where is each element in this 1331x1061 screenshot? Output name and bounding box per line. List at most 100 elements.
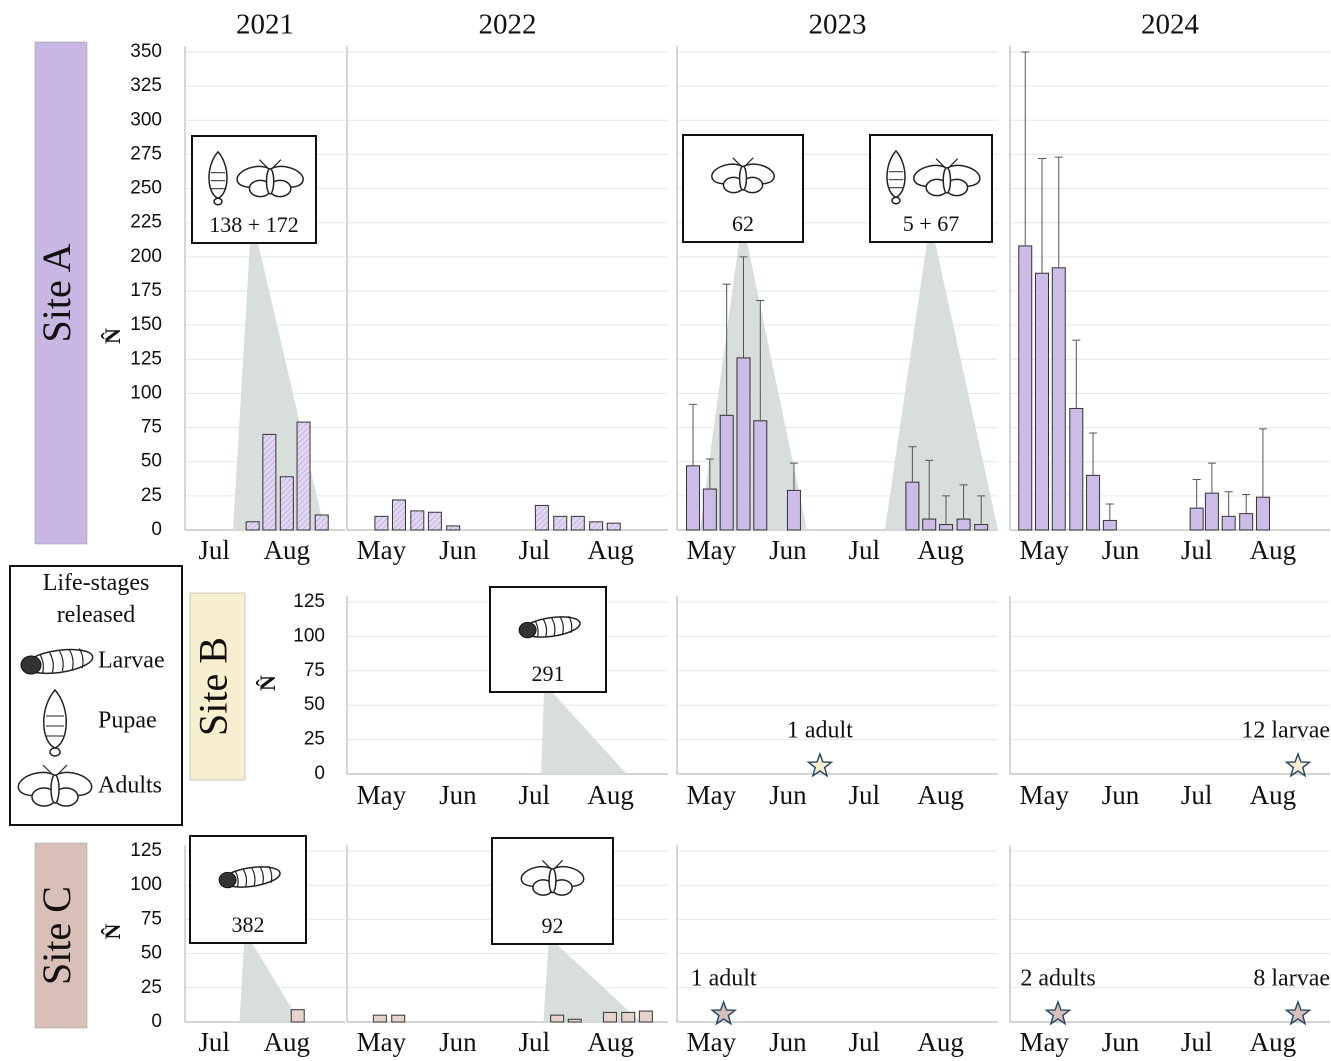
bar xyxy=(551,1015,564,1022)
bar xyxy=(940,525,953,530)
y-tick-label: 0 xyxy=(314,763,325,784)
x-tick-label: Jul xyxy=(848,535,880,565)
bar xyxy=(291,1010,304,1022)
x-tick-label: Jul xyxy=(198,1027,230,1057)
release-note: 12 larvae xyxy=(1241,718,1330,744)
y-tick-label: 300 xyxy=(130,109,162,130)
bar xyxy=(957,519,970,530)
bar xyxy=(687,466,700,530)
bar xyxy=(315,515,328,530)
y-tick-label: 275 xyxy=(130,143,162,164)
x-tick-label: Jul xyxy=(518,535,550,565)
chart: LarvaePupaeAdults2021202220232024Site AN… xyxy=(0,0,1331,1061)
y-tick-label: 125 xyxy=(130,348,162,369)
bar xyxy=(1205,493,1218,530)
x-tick-label: Aug xyxy=(587,1027,634,1057)
bar xyxy=(392,1015,405,1022)
legend-label: Pupae xyxy=(98,708,157,734)
figure: LarvaePupaeAdults2021202220232024Site AN… xyxy=(0,0,1331,1061)
error-bar xyxy=(1193,479,1201,508)
bar xyxy=(1222,516,1235,530)
x-tick-label: Aug xyxy=(587,780,634,810)
error-bar xyxy=(1259,429,1267,497)
x-tick-label: Jul xyxy=(1181,780,1213,810)
release-count: 382 xyxy=(232,912,265,937)
y-tick-label: 125 xyxy=(130,840,162,861)
bar xyxy=(603,1012,616,1022)
pupa-tip xyxy=(892,197,900,203)
release-note: 1 adult xyxy=(691,966,757,992)
x-tick-label: Jul xyxy=(1181,535,1213,565)
bar xyxy=(280,477,293,530)
bar xyxy=(923,519,936,530)
release-note: 1 adult xyxy=(787,718,853,744)
x-tick-label: May xyxy=(687,780,737,810)
x-tick-label: May xyxy=(357,1027,407,1057)
x-tick-label: May xyxy=(1020,780,1070,810)
release-count: 62 xyxy=(732,211,754,236)
error-bar xyxy=(1055,157,1063,268)
bar xyxy=(571,516,584,530)
x-tick-label: Aug xyxy=(917,1027,964,1057)
bar xyxy=(297,422,310,530)
release-count: 92 xyxy=(542,913,564,938)
bar xyxy=(787,490,800,530)
y-axis-label: N̂ xyxy=(100,923,125,939)
bar xyxy=(263,434,276,530)
legend-title: Life-stages released xyxy=(12,567,180,631)
bar xyxy=(720,415,733,530)
y-tick-label: 25 xyxy=(141,485,162,506)
x-tick-label: May xyxy=(357,780,407,810)
x-tick-label: Aug xyxy=(264,535,311,565)
y-tick-label: 100 xyxy=(130,382,162,403)
release-star xyxy=(712,1002,735,1024)
bar xyxy=(428,512,441,530)
bar xyxy=(375,516,388,530)
x-tick-label: May xyxy=(357,535,407,565)
x-tick-label: Jun xyxy=(769,535,807,565)
bar xyxy=(1256,497,1269,530)
bar xyxy=(590,522,603,530)
x-tick-label: May xyxy=(687,1027,737,1057)
pupa-tip xyxy=(50,748,60,756)
site-label: Site C xyxy=(34,886,79,985)
y-tick-label: 0 xyxy=(151,1011,162,1032)
release-count: 5 + 67 xyxy=(903,211,959,236)
bar xyxy=(568,1019,581,1022)
x-tick-label: Jun xyxy=(769,1027,807,1057)
y-tick-label: 125 xyxy=(293,591,325,612)
y-tick-label: 50 xyxy=(304,694,325,715)
x-tick-label: Jul xyxy=(848,780,880,810)
error-bar xyxy=(1106,504,1114,520)
x-tick-label: Aug xyxy=(917,535,964,565)
release-note: 8 larvae xyxy=(1253,966,1330,992)
bar xyxy=(703,489,716,530)
bar xyxy=(1052,268,1065,530)
x-tick-label: Jun xyxy=(439,780,477,810)
bar xyxy=(737,358,750,530)
x-tick-label: Jun xyxy=(1102,1027,1140,1057)
bar xyxy=(535,505,548,530)
x-tick-label: May xyxy=(1020,535,1070,565)
bar xyxy=(906,482,919,530)
y-tick-label: 350 xyxy=(130,41,162,62)
release-star xyxy=(1287,754,1310,776)
error-bar xyxy=(1038,159,1046,274)
release-star xyxy=(809,754,832,776)
larva-head xyxy=(519,622,536,637)
bar xyxy=(246,522,259,530)
bar xyxy=(1070,408,1083,530)
year-title: 2022 xyxy=(479,9,537,41)
y-tick-label: 325 xyxy=(130,75,162,96)
release-count: 138 + 172 xyxy=(209,212,298,237)
x-tick-label: Jun xyxy=(769,780,807,810)
year-title: 2023 xyxy=(809,9,867,41)
moth-body xyxy=(267,169,274,194)
bar xyxy=(392,500,405,530)
y-tick-label: 200 xyxy=(130,246,162,267)
y-tick-label: 75 xyxy=(141,417,162,438)
y-tick-label: 75 xyxy=(141,908,162,929)
bar xyxy=(1036,273,1049,530)
x-tick-label: Aug xyxy=(587,535,634,565)
x-tick-label: Aug xyxy=(1250,780,1297,810)
